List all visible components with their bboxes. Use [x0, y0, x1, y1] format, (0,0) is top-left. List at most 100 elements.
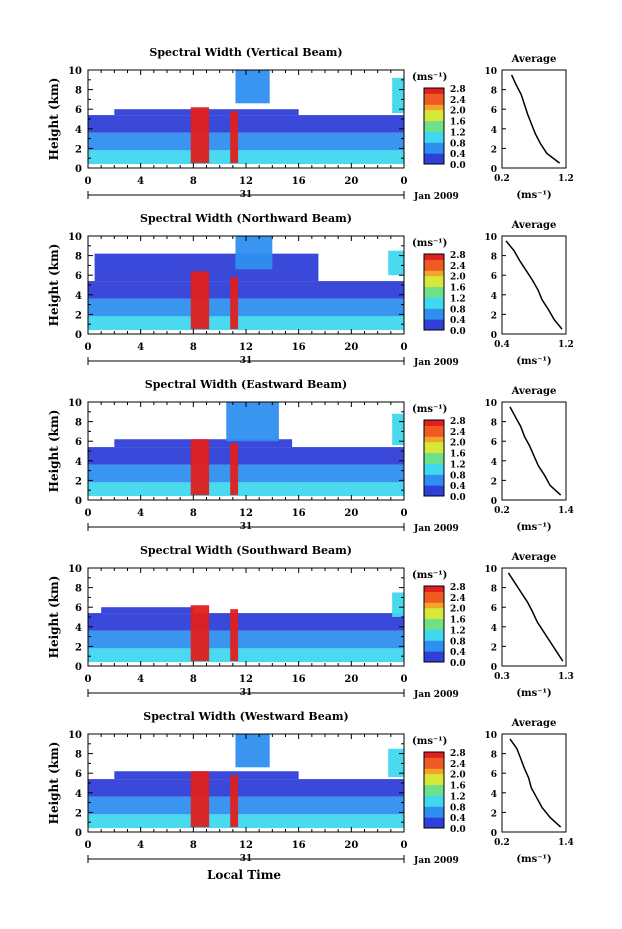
average-frame: [501, 567, 567, 667]
average-title: Average: [511, 54, 557, 65]
y-tick-label: 4: [75, 125, 82, 136]
heatmap-cell: [88, 115, 404, 133]
x-tick-label: 12: [239, 176, 253, 187]
colorbar-segment: [424, 634, 444, 641]
average-y-tick-label: 0: [491, 497, 497, 507]
colorbar-segment: [424, 441, 444, 448]
colorbar-segment: [424, 153, 444, 160]
average-y-tick-label: 8: [491, 253, 497, 263]
colorbar-segment: [424, 104, 444, 111]
colorbar-segment: [424, 142, 444, 149]
average-y-tick-label: 2: [491, 477, 497, 487]
y-tick-label: 0: [75, 496, 82, 507]
y-tick-label: 8: [75, 418, 82, 429]
average-y-tick-label: 4: [491, 126, 497, 136]
average-y-tick-label: 6: [491, 438, 497, 448]
heatmap-cell: [190, 107, 210, 164]
colorbar-segment: [424, 126, 444, 132]
heatmap-cell: [226, 402, 279, 442]
month-label: Jan 2009: [413, 524, 459, 534]
average-y-tick-label: 8: [491, 419, 497, 429]
y-tick-label: 10: [68, 398, 82, 409]
colorbar-tick-label: 2.8: [450, 749, 466, 759]
panel-title: Spectral Width (Eastward Beam): [145, 378, 347, 391]
average-title: Average: [511, 220, 557, 231]
colorbar-segment: [424, 131, 444, 138]
colorbar-tick-label: 1.2: [450, 128, 466, 138]
heatmap-cell: [230, 443, 239, 496]
average-y-tick-label: 4: [491, 624, 497, 634]
average-x-tick-label: 0.2: [494, 838, 510, 848]
y-tick-label: 4: [75, 789, 82, 800]
colorbar-tick-label: 2.0: [450, 107, 466, 117]
average-y-tick-label: 6: [491, 604, 497, 614]
heatmap-cell: [230, 277, 239, 330]
colorbar-tick-label: 2.4: [450, 262, 466, 272]
colorbar-segment: [424, 624, 444, 630]
y-tick-label: 2: [75, 310, 82, 321]
average-y-tick-label: 4: [491, 292, 497, 302]
x-tick-label: 12: [239, 508, 253, 519]
x-tick-label: 8: [190, 508, 197, 519]
colorbar-tick-label: 2.8: [450, 417, 466, 427]
colorbar-tick-label: 0.0: [450, 493, 466, 503]
x-tick-label: 8: [190, 674, 197, 685]
colorbar-unit: (ms⁻¹): [412, 238, 447, 249]
colorbar-segment: [424, 645, 444, 652]
colorbar-tick-label: 2.4: [450, 760, 466, 770]
colorbar-segment: [424, 468, 444, 475]
day-label: 31: [240, 190, 253, 200]
x-tick-label: 0: [401, 840, 408, 851]
heatmap-cell: [190, 771, 210, 828]
average-x-tick-label: 1.4: [558, 838, 574, 848]
average-title: Average: [511, 386, 557, 397]
average-y-tick-label: 8: [491, 87, 497, 97]
colorbar-segment: [424, 817, 444, 824]
y-tick-label: 2: [75, 144, 82, 155]
heatmap-cell: [88, 613, 404, 631]
colorbar-segment: [424, 324, 444, 331]
average-y-tick-label: 0: [491, 331, 497, 341]
heatmap-cell: [230, 609, 239, 662]
colorbar-segment: [424, 120, 444, 127]
heatmap-cell: [190, 271, 210, 330]
colorbar-segment: [424, 436, 444, 443]
average-frame: [501, 733, 567, 833]
average-x-tick-label: 0.4: [494, 340, 510, 350]
heatmap-cell: [88, 648, 404, 663]
colorbar-frame: [423, 253, 445, 331]
y-tick-label: 8: [75, 252, 82, 263]
average-y-tick-label: 6: [491, 272, 497, 282]
colorbar-segment: [424, 136, 444, 143]
heatmap-cell: [235, 236, 273, 270]
colorbar-segment: [424, 822, 444, 829]
heatmap-cell: [88, 796, 404, 815]
x-tick-label: 0: [401, 674, 408, 685]
average-y-tick-label: 0: [491, 663, 497, 673]
heatmap-cell: [388, 748, 404, 778]
colorbar-segment: [424, 602, 444, 609]
heatmap-cell: [230, 111, 239, 164]
colorbar-tick-label: 0.8: [450, 637, 466, 647]
y-tick-label: 8: [75, 584, 82, 595]
heatmap-cell: [230, 775, 239, 828]
colorbar-frame: [423, 751, 445, 829]
heatmap-cell: [190, 605, 210, 662]
y-tick-label: 2: [75, 642, 82, 653]
x-tick-label: 0: [85, 342, 92, 353]
average-x-label: (ms⁻¹): [516, 688, 551, 699]
x-tick-label: 16: [292, 342, 306, 353]
x-tick-label: 4: [137, 176, 144, 187]
heatmap-cell: [88, 447, 404, 465]
colorbar-segment: [424, 275, 444, 282]
colorbar-segment: [424, 790, 444, 796]
x-tick-label: 16: [292, 840, 306, 851]
colorbar-tick-label: 1.6: [450, 118, 466, 128]
average-y-tick-label: 2: [491, 145, 497, 155]
y-tick-label: 10: [68, 564, 82, 575]
y-tick-label: 2: [75, 476, 82, 487]
colorbar-segment: [424, 458, 444, 464]
colorbar-tick-label: 1.2: [450, 460, 466, 470]
panel-2: Spectral Width (Northward Beam) 0 2 4 6 8 10 He…: [47, 212, 574, 368]
colorbar-unit: (ms⁻¹): [412, 570, 447, 581]
